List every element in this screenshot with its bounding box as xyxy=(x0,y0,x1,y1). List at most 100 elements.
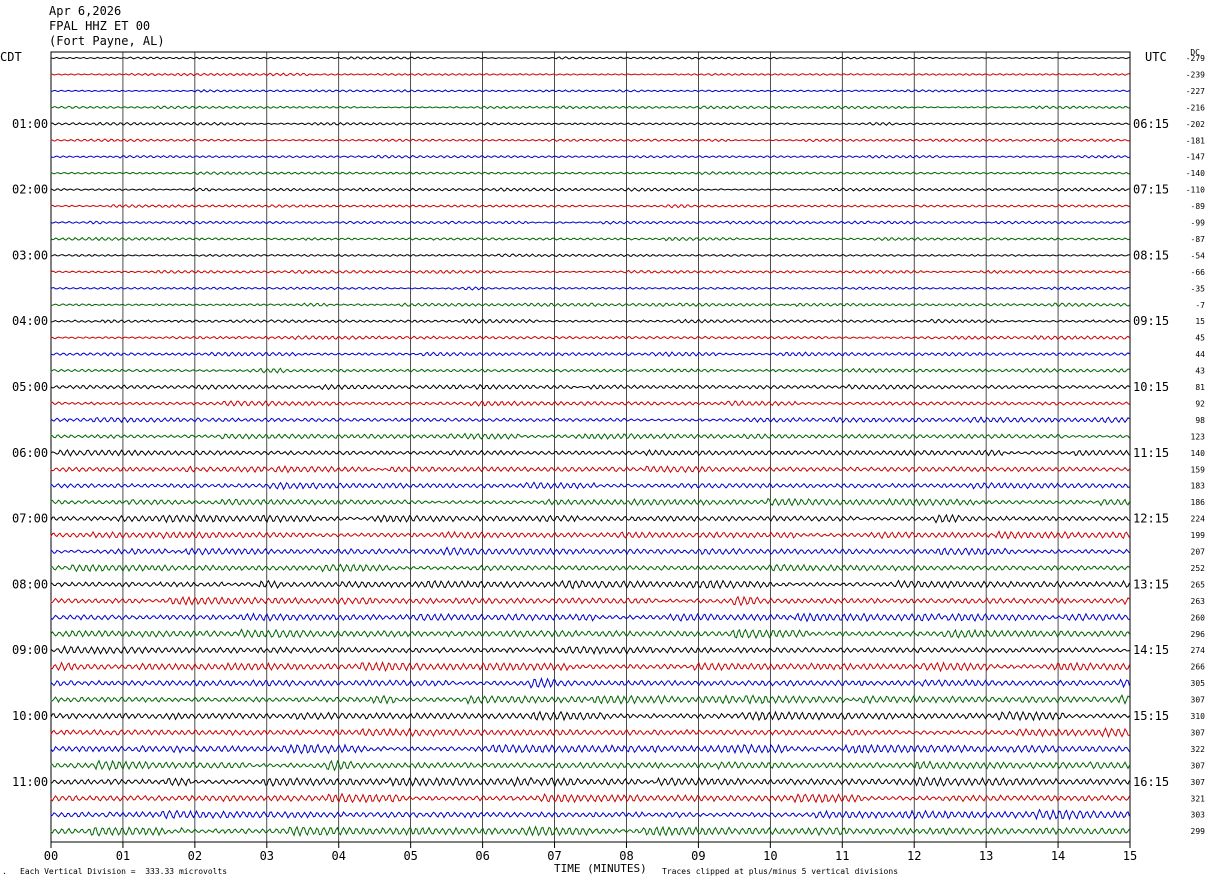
trace-row xyxy=(50,530,1130,540)
dc-offset-label: 260 xyxy=(1191,613,1206,622)
right-time-label: 12:15 xyxy=(1133,512,1169,526)
trace-row xyxy=(50,416,1130,424)
dc-offset-label: -216 xyxy=(1186,103,1205,112)
trace-row xyxy=(50,171,1130,176)
trace-row xyxy=(50,432,1130,440)
dc-offset-label: -66 xyxy=(1191,268,1206,277)
trace-row xyxy=(50,726,1130,739)
trace-row xyxy=(50,546,1130,557)
dc-offset-label: 307 xyxy=(1191,728,1206,737)
dc-offset-label: -110 xyxy=(1186,186,1205,195)
trace-row xyxy=(50,710,1130,722)
trace-row xyxy=(50,318,1130,324)
right-time-label: 16:15 xyxy=(1133,775,1169,789)
dc-offset-label: 140 xyxy=(1191,449,1206,458)
trace-row xyxy=(50,563,1130,573)
trace-row xyxy=(50,220,1130,225)
right-timezone-label: UTC xyxy=(1145,50,1167,64)
dc-offset-label: 186 xyxy=(1191,498,1206,507)
x-tick-label: 08 xyxy=(619,849,633,863)
header-location: (Fort Payne, AL) xyxy=(49,34,165,48)
trace-row xyxy=(50,72,1130,77)
dc-offset-label: 207 xyxy=(1191,548,1206,557)
dc-offset-label: 307 xyxy=(1191,761,1206,770)
x-tick-label: 15 xyxy=(1123,849,1137,863)
trace-row xyxy=(50,383,1130,391)
x-tick-label: 02 xyxy=(188,849,202,863)
right-time-label: 09:15 xyxy=(1133,314,1169,328)
trace-row xyxy=(50,743,1130,755)
dc-offset-label: 322 xyxy=(1191,745,1206,754)
dc-offset-label: 265 xyxy=(1191,580,1206,589)
right-time-label: 06:15 xyxy=(1133,117,1169,131)
dc-offset-label: 224 xyxy=(1191,515,1206,524)
trace-row xyxy=(50,464,1130,474)
dc-offset-label: 296 xyxy=(1191,630,1206,639)
trace-row xyxy=(50,792,1130,804)
trace-row xyxy=(50,694,1130,705)
x-tick-label: 07 xyxy=(547,849,561,863)
dc-offset-label: 263 xyxy=(1191,597,1206,606)
dc-offset-label: 92 xyxy=(1195,399,1205,408)
trace-row xyxy=(50,776,1130,788)
dc-offset-label: -147 xyxy=(1186,153,1205,162)
dc-offset-label: 123 xyxy=(1191,432,1206,441)
left-time-label: 02:00 xyxy=(12,183,48,197)
trace-row xyxy=(50,595,1130,607)
plot-grid xyxy=(50,51,1131,843)
dc-offset-label: 310 xyxy=(1191,712,1206,721)
trace-group xyxy=(50,56,1130,838)
x-tick-label: 05 xyxy=(403,849,417,863)
trace-row xyxy=(50,825,1130,838)
trace-row xyxy=(50,497,1130,507)
trace-row xyxy=(50,154,1130,159)
left-time-label: 01:00 xyxy=(12,117,48,131)
right-time-label: 10:15 xyxy=(1133,380,1169,394)
left-time-label: 03:00 xyxy=(12,248,48,262)
x-tick-label: 09 xyxy=(691,849,705,863)
left-time-label: 08:00 xyxy=(12,577,48,591)
dc-offset-label: 252 xyxy=(1191,564,1206,573)
dc-offset-label: -239 xyxy=(1186,71,1205,80)
dc-offset-label: 15 xyxy=(1195,317,1205,326)
trace-row xyxy=(50,448,1130,457)
left-time-label: 11:00 xyxy=(12,775,48,789)
dc-offset-label: 307 xyxy=(1191,778,1206,787)
dc-offset-label: 305 xyxy=(1191,679,1206,688)
trace-row xyxy=(50,334,1130,341)
x-tick-label: 01 xyxy=(116,849,130,863)
trace-row xyxy=(50,481,1130,491)
left-timezone-label: CDT xyxy=(0,50,22,64)
right-time-label: 11:15 xyxy=(1133,446,1169,460)
dc-offset-label: -87 xyxy=(1191,235,1206,244)
left-time-label: 06:00 xyxy=(12,446,48,460)
dc-offset-label: 266 xyxy=(1191,663,1206,672)
trace-row xyxy=(50,612,1130,623)
left-time-label: 10:00 xyxy=(12,709,48,723)
x-axis: 00 01 02 03 04 05 06 07 08 09 10 11 12 13 14 15 xyxy=(44,842,1137,863)
trace-row xyxy=(50,286,1130,291)
trace-row xyxy=(50,138,1130,143)
x-tick-label: 06 xyxy=(475,849,489,863)
dc-offset-label: -140 xyxy=(1186,169,1205,178)
dc-offset-label: -227 xyxy=(1186,87,1205,96)
clip-note: Traces clipped at plus/minus 5 vertical … xyxy=(662,867,899,876)
dc-offset-label: -54 xyxy=(1191,251,1206,260)
dc-offset-label: -279 xyxy=(1186,54,1205,63)
header-date: Apr 6,2026 xyxy=(49,4,122,18)
trace-row xyxy=(50,400,1130,407)
trace-row xyxy=(50,302,1130,307)
x-axis-title: TIME (MINUTES) xyxy=(554,862,647,875)
dc-offset-label: 321 xyxy=(1191,794,1206,803)
dc-offset-label: 43 xyxy=(1195,367,1205,376)
left-time-label: 09:00 xyxy=(12,643,48,657)
trace-row xyxy=(50,89,1130,93)
dc-offset-label: 44 xyxy=(1195,350,1205,359)
left-time-label: 07:00 xyxy=(12,512,48,526)
trace-row xyxy=(50,367,1130,374)
dc-offset-label: 159 xyxy=(1191,465,1206,474)
right-time-label: 07:15 xyxy=(1133,183,1169,197)
dc-column-label: DC xyxy=(1190,48,1200,57)
trace-row xyxy=(50,204,1130,209)
trace-row xyxy=(50,105,1130,110)
